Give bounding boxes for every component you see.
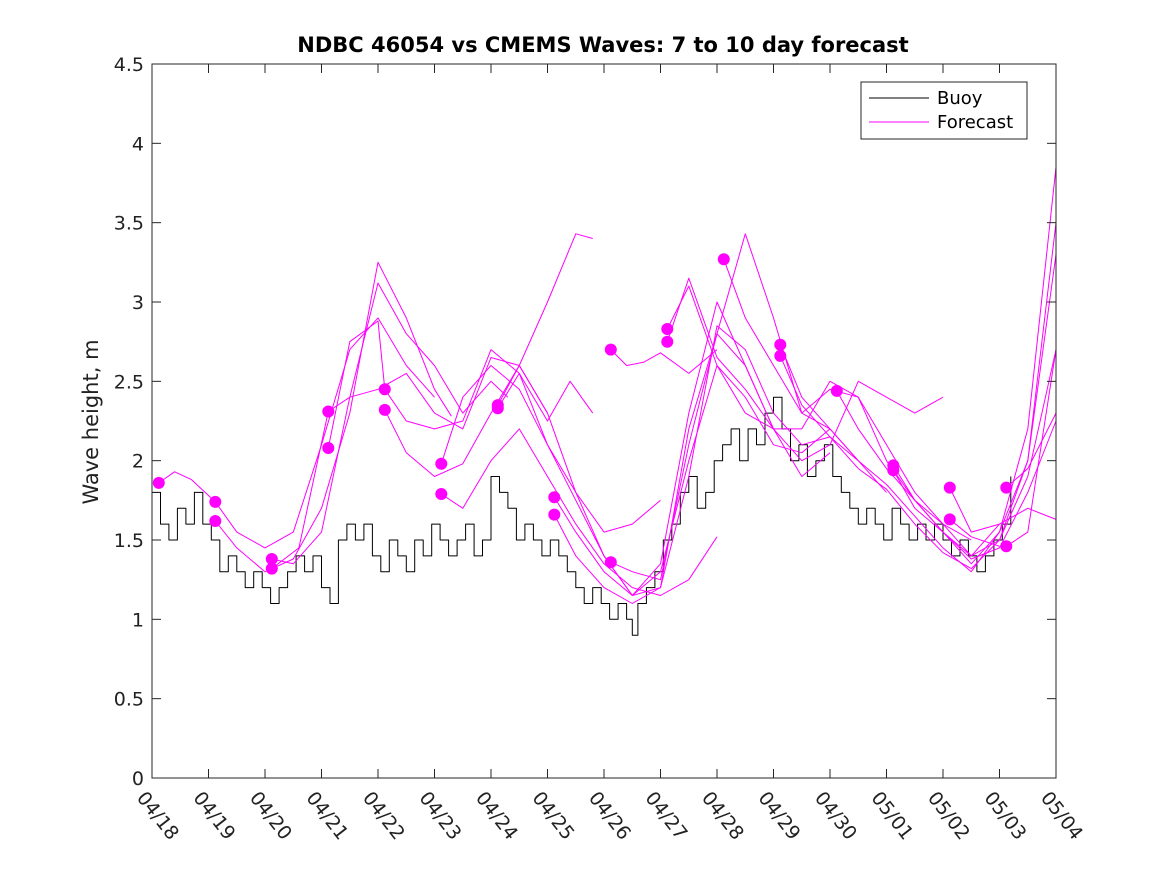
series-line-forecast-3 <box>271 282 509 565</box>
y-tick-label-4: 2 <box>132 451 144 473</box>
forecast-start-marker-21 <box>774 349 787 362</box>
forecast-start-marker-17 <box>661 323 674 335</box>
series-line-forecast-21 <box>892 254 1057 557</box>
forecast-start-marker-24 <box>887 464 900 477</box>
series-line-forecast-22 <box>892 420 1057 560</box>
plot-area: 00.511.522.533.544.504/18 04/19 04/20 04/21… <box>114 54 1087 844</box>
y-tick-label-5: 2.5 <box>114 371 144 393</box>
y-tick-label-1: 0.5 <box>114 689 144 711</box>
forecast-start-marker-13 <box>548 491 561 504</box>
y-tick-label-2: 1 <box>132 609 144 631</box>
forecast-start-marker-25 <box>943 481 956 494</box>
y-tick-label-7: 3.5 <box>114 213 144 235</box>
series-layer <box>152 167 1057 636</box>
legend-label-buoy: Buoy <box>937 88 983 109</box>
chart-title: NDBC 46054 vs CMEMS Waves: 7 to 10 day f… <box>297 33 908 57</box>
forecast-start-marker-20 <box>774 338 787 351</box>
y-tick-label-3: 1.5 <box>114 530 144 552</box>
series-line-forecast-23 <box>949 487 1057 533</box>
series-line-forecast-8 <box>441 428 718 596</box>
series-line-forecast-16 <box>666 277 972 541</box>
marker-layer <box>152 253 1013 575</box>
forecast-start-marker-22 <box>830 384 843 397</box>
y-tick-label-9: 4.5 <box>114 54 144 76</box>
series-line-forecast-2 <box>214 261 452 573</box>
forecast-start-marker-18 <box>661 335 674 348</box>
series-line-forecast-25 <box>1005 412 1057 488</box>
series-line-forecast-17 <box>723 259 1000 557</box>
forecast-start-marker-0 <box>152 476 165 489</box>
y-tick-label-0: 0 <box>132 768 144 790</box>
series-line-forecast-13 <box>610 349 718 374</box>
forecast-start-marker-12 <box>491 402 504 415</box>
series-line-forecast-18 <box>779 222 1057 573</box>
series-line-forecast-1 <box>158 317 435 549</box>
plot-background <box>152 64 1056 778</box>
forecast-start-marker-19 <box>717 253 730 266</box>
legend: Buoy Forecast <box>860 81 1028 140</box>
forecast-start-marker-1 <box>209 495 222 508</box>
forecast-start-marker-2 <box>209 515 222 527</box>
y-tick-label-8: 4 <box>132 133 144 155</box>
series-line-forecast-15 <box>666 285 944 462</box>
series-line-forecast-11 <box>553 301 831 596</box>
forecast-start-marker-28 <box>1000 540 1013 553</box>
series-line-forecast-6 <box>384 233 593 477</box>
forecast-start-marker-8 <box>378 403 391 416</box>
series-line-forecast-5 <box>327 320 594 449</box>
forecast-start-marker-10 <box>435 488 448 500</box>
forecast-start-marker-5 <box>322 405 335 418</box>
forecast-start-marker-6 <box>322 442 335 454</box>
legend-box <box>860 81 1028 140</box>
series-line-forecast-12 <box>553 325 859 604</box>
forecast-start-marker-27 <box>1000 481 1013 494</box>
forecast-start-marker-26 <box>943 513 956 526</box>
legend-label-forecast: Forecast <box>937 112 1013 133</box>
series-line-forecast-24 <box>949 519 1000 547</box>
y-axis-label: Wave height, m <box>79 339 103 504</box>
y-tick-label-6: 3 <box>132 292 144 314</box>
series-line-forecast-4 <box>271 357 548 569</box>
series-line-buoy <box>152 396 1012 636</box>
forecast-start-marker-15 <box>604 343 617 356</box>
series-line-forecast-26 <box>1006 349 1057 547</box>
series-line-forecast-10 <box>497 365 831 596</box>
forecast-start-marker-7 <box>378 383 391 396</box>
forecast-start-marker-4 <box>265 562 278 575</box>
forecast-start-marker-14 <box>548 508 561 521</box>
forecast-start-marker-16 <box>604 556 617 569</box>
forecast-start-marker-3 <box>265 553 278 565</box>
forecast-start-marker-9 <box>435 457 448 470</box>
